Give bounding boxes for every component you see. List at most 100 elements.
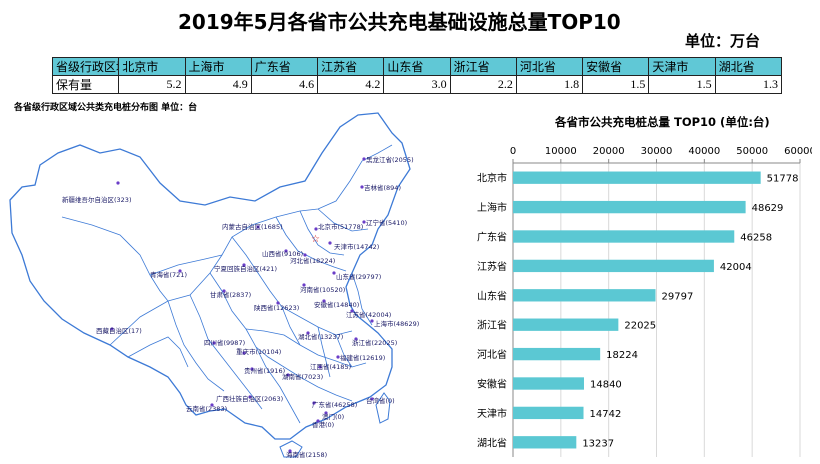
- data-label: 29797: [662, 291, 694, 302]
- bar: [513, 377, 584, 390]
- province-dot: [362, 157, 366, 161]
- value-cell: 2.2: [449, 75, 517, 94]
- value-cell: 1.3: [714, 75, 783, 94]
- province-dot: [336, 355, 340, 359]
- summary-row-label: 保有量: [51, 75, 120, 94]
- bar: [513, 318, 619, 331]
- data-label: 46258: [740, 233, 772, 244]
- province-label: 山西省(9106): [262, 249, 303, 258]
- value-cell: 4.2: [317, 75, 385, 94]
- province-label: 青海省(721): [150, 270, 187, 279]
- data-label: 14742: [590, 409, 622, 420]
- data-label: 18224: [606, 350, 638, 361]
- province-label: 湖南省(7023): [282, 372, 323, 381]
- province-dot: [370, 319, 374, 323]
- category-label: 湖北省: [477, 436, 507, 449]
- x-tick-label: 40000: [688, 146, 720, 157]
- bar: [513, 347, 601, 361]
- data-label: 14840: [590, 380, 622, 391]
- province-label: 内蒙古自治区(1685): [222, 222, 283, 231]
- region-cell: 天津市: [648, 57, 716, 76]
- category-label: 河北省: [477, 348, 507, 361]
- province-label: 福建省(12619): [340, 353, 385, 362]
- region-cell: 河北省: [515, 57, 584, 76]
- province-label: 湖北省(13237): [298, 332, 343, 341]
- province-dot: [256, 225, 260, 229]
- data-label: 48629: [752, 203, 784, 214]
- x-tick-label: 10000: [545, 146, 577, 157]
- value-cell: 3.0: [383, 75, 451, 94]
- bar: [513, 171, 761, 184]
- province-label: 海南省(2158): [286, 450, 327, 459]
- province-dots: [110, 157, 374, 453]
- region-cell: 江苏省: [317, 57, 385, 76]
- province-dot: [284, 249, 288, 253]
- province-label: 山东省(29797): [336, 272, 381, 281]
- province-dot: [302, 283, 306, 287]
- province-borders: [61, 144, 393, 424]
- taiwan-island: [375, 392, 391, 424]
- province-label: 台湾省(0): [366, 396, 395, 405]
- bar: [513, 436, 577, 449]
- province-dot: [314, 227, 318, 231]
- value-cell: 4.9: [184, 75, 252, 94]
- province-label: 四川省(9987): [204, 338, 245, 347]
- province-dot: [350, 309, 354, 313]
- summary-value-row: 保有量 5.2 4.9 4.6 4.2 3.0 2.2 1.8 1.5 1.5 …: [51, 75, 783, 94]
- summary-header-row: 省级行政区域 北京市 上海市 广东省 江苏省 山东省 浙江省 河北省 安徽省 天…: [51, 57, 783, 76]
- province-label: 江西省(4185): [310, 362, 351, 371]
- province-dot: [212, 341, 216, 345]
- province-label: 黑龙江省(2055): [366, 155, 414, 164]
- region-cell: 山东省: [383, 57, 451, 76]
- map-title: 各省级行政区域公共类充电桩分布图 单位：台: [14, 103, 198, 113]
- x-tick-label: 0: [510, 146, 516, 157]
- capital-star-icon: ☆: [311, 234, 320, 245]
- category-label: 北京市: [477, 172, 507, 185]
- bar: [513, 200, 746, 214]
- province-label: 香港(0): [312, 420, 334, 429]
- province-dot: [312, 401, 316, 405]
- province-label: 辽宁省(5410): [366, 218, 407, 227]
- province-dot: [288, 449, 292, 453]
- x-tick-label: 50000: [736, 146, 768, 157]
- x-tick-label: 20000: [593, 146, 625, 157]
- province-dot: [178, 269, 182, 273]
- region-cell: 安徽省: [582, 57, 650, 76]
- category-label: 浙江省: [477, 319, 507, 332]
- data-label: 51778: [767, 174, 799, 185]
- bar: [513, 259, 714, 273]
- province-labels: 黑龙江省(2055) 吉林省(894) 辽宁省(5410) 北京市(51778)…: [62, 155, 419, 459]
- province-label: 甘肃省(2837): [210, 290, 251, 299]
- summary-table: 省级行政区域 北京市 上海市 广东省 江苏省 山东省 浙江省 河北省 安徽省 天…: [51, 57, 783, 94]
- x-tick-label: 30000: [641, 146, 673, 157]
- region-cell: 北京市: [118, 57, 186, 76]
- province-label: 广西壮族自治区(2063): [216, 394, 283, 403]
- province-dot: [328, 241, 332, 245]
- province-dot: [242, 351, 246, 355]
- region-cell: 广东省: [250, 57, 319, 76]
- province-dot: [322, 299, 326, 303]
- region-cell: 湖北省: [714, 57, 783, 76]
- province-dot: [332, 271, 336, 275]
- province-dot: [324, 411, 328, 415]
- province-dot: [116, 181, 120, 185]
- province-label: 澳门(0): [322, 412, 344, 421]
- category-label: 上海市: [477, 201, 507, 214]
- province-label: 新疆维吾尔自治区(323): [62, 195, 131, 204]
- category-label: 山东省: [477, 289, 507, 302]
- province-label: 江苏省(42004): [346, 310, 391, 319]
- province-label: 浙江省(22025): [352, 338, 397, 347]
- value-cell: 4.6: [250, 75, 319, 94]
- province-label: 河南省(10520): [300, 285, 345, 294]
- province-label: 吉林省(894): [364, 183, 401, 192]
- data-label: 13237: [582, 438, 614, 449]
- province-dot: [303, 253, 307, 257]
- province-label: 宁夏回族自治区(421): [214, 264, 277, 273]
- province-dot: [318, 365, 322, 369]
- bar-chart: 0 10000 20000 30000 40000 50000 60000 北京市 51778 上…: [477, 146, 812, 457]
- x-tick-label: 60000: [784, 146, 812, 157]
- data-label: 42004: [720, 262, 752, 273]
- province-label: 重庆市(10104): [236, 347, 281, 356]
- data-label: 22025: [624, 321, 656, 332]
- province-label: 云南省(2383): [186, 404, 227, 413]
